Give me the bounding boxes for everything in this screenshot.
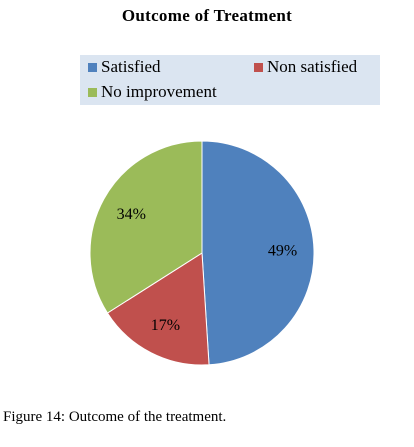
pie-label-non-satisfied: 17%: [151, 317, 180, 334]
figure-caption: Figure 14: Outcome of the treatment.: [3, 409, 226, 426]
legend-label-no-improvement: No improvement: [101, 82, 217, 101]
pie-slice-non-satisfied: [106, 252, 210, 366]
legend-item-satisfied: Satisfied: [88, 57, 161, 77]
chart-title: Outcome of Treatment: [121, 6, 293, 25]
legend-swatch-non-satisfied: [254, 62, 263, 72]
legend-label-non-satisfied: Non satisfied: [267, 57, 358, 76]
chart-legend: Satisfied Non satisfied No improvement: [80, 55, 380, 105]
figure-caption-label: Figure 14:: [3, 409, 66, 425]
pie-label-no-improvement: 34%: [117, 206, 146, 223]
legend-item-non-satisfied: Non satisfied: [254, 57, 357, 77]
legend-swatch-no-improvement: [88, 87, 97, 97]
legend-label-satisfied: Satisfied: [101, 57, 161, 76]
legend-item-no-improvement: No improvement: [88, 82, 217, 102]
pie-slice-no-improvement: [89, 140, 203, 314]
figure-caption-text: Outcome of the treatment.: [68, 409, 227, 425]
pie-label-satisfied: 49%: [268, 242, 297, 259]
pie-slice-satisfied: [201, 140, 315, 366]
pie-chart: 49% 17% 34%: [89, 140, 315, 366]
legend-swatch-satisfied: [88, 62, 97, 72]
